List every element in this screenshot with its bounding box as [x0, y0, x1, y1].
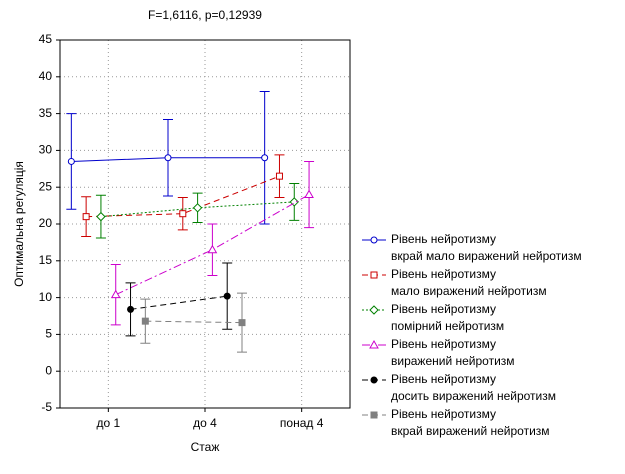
y-tick-label: 5: [45, 327, 52, 341]
y-tick-label: 30: [39, 143, 53, 157]
legend-prefix: Рівень нейротизму: [391, 372, 496, 386]
plot-frame: [59, 39, 351, 409]
marker: [369, 339, 379, 349]
marker: [127, 305, 135, 313]
marker: [223, 292, 231, 300]
marker: [110, 289, 121, 299]
chart-title: F=1,6116, p=0,12939: [148, 8, 262, 22]
marker: [370, 376, 378, 384]
y-tick-label: 40: [39, 69, 53, 83]
marker: [369, 305, 379, 315]
marker: [370, 411, 378, 419]
y-axis-label: Оптимальна регуляція: [12, 161, 26, 287]
y-tick-label: 35: [39, 106, 53, 120]
legend-label: помірний нейротизм: [391, 319, 504, 333]
marker: [141, 317, 149, 325]
marker: [82, 213, 90, 221]
y-tick-label: 25: [39, 179, 53, 193]
marker: [275, 172, 283, 180]
series-line: [115, 194, 310, 296]
series-line: [145, 320, 243, 324]
legend-label: вкрай мало виражений нейротизм: [391, 249, 582, 263]
marker: [192, 203, 203, 213]
legend-prefix: Рівень нейротизму: [391, 302, 496, 316]
legend-prefix: Рівень нейротизму: [391, 337, 496, 351]
y-tick-label: 15: [39, 253, 53, 267]
y-tick-label: 0: [45, 363, 52, 377]
marker: [370, 236, 378, 244]
series-line: [130, 295, 228, 310]
y-tick-label: 20: [39, 216, 53, 230]
marker: [179, 210, 187, 218]
legend-label: досить виражений нейротизм: [391, 389, 556, 403]
marker: [207, 244, 218, 254]
x-tick-label: понад 4: [280, 416, 324, 430]
legend-label: вкрай виражений нейротизм: [391, 424, 550, 438]
marker: [164, 154, 172, 162]
y-tick-label: -5: [41, 400, 52, 414]
marker: [96, 211, 106, 222]
x-axis-label: Стаж: [191, 440, 220, 454]
legend-prefix: Рівень нейротизму: [391, 407, 496, 421]
legend-prefix: Рівень нейротизму: [391, 232, 496, 246]
legend-label: виражений нейротизм: [391, 354, 515, 368]
marker: [238, 319, 246, 327]
marker: [67, 157, 75, 165]
x-tick-label: до 1: [96, 416, 120, 430]
series-line: [86, 175, 280, 218]
y-tick-label: 10: [39, 290, 53, 304]
marker: [304, 189, 314, 199]
marker: [261, 154, 269, 162]
legend-prefix: Рівень нейротизму: [391, 267, 496, 281]
marker: [370, 271, 378, 279]
y-tick-label: 45: [39, 32, 53, 46]
legend-label: мало виражений нейротизм: [391, 284, 547, 298]
x-tick-label: до 4: [193, 416, 217, 430]
